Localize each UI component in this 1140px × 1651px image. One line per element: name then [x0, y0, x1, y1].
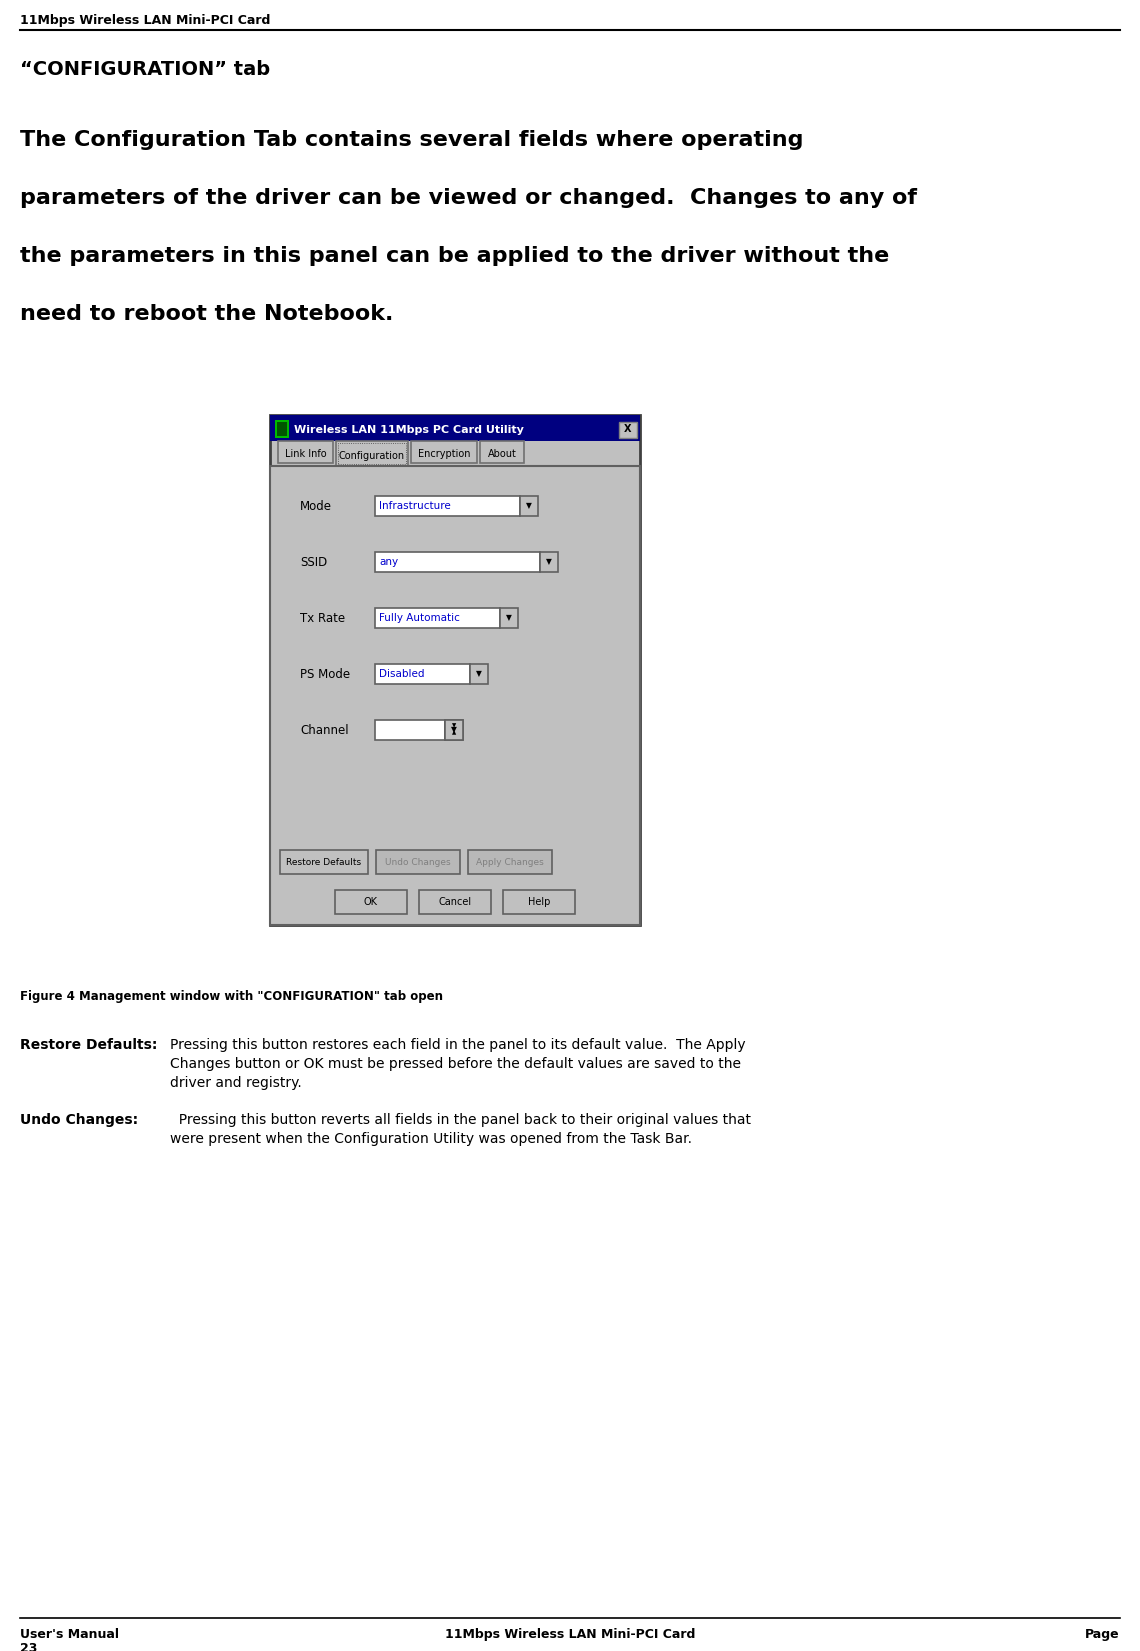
- Text: Undo Changes:: Undo Changes:: [21, 1113, 138, 1128]
- Text: Undo Changes: Undo Changes: [385, 857, 450, 867]
- Text: OK: OK: [364, 896, 378, 906]
- Bar: [619, 423, 637, 438]
- Text: Pressing this button reverts all fields in the panel back to their original valu: Pressing this button reverts all fields …: [170, 1113, 751, 1128]
- Bar: [375, 551, 540, 571]
- Text: driver and registry.: driver and registry.: [170, 1076, 302, 1090]
- Text: Help: Help: [528, 896, 551, 906]
- Bar: [280, 850, 368, 873]
- Text: Cancel: Cancel: [439, 896, 472, 906]
- Bar: [412, 441, 477, 462]
- Text: Restore Defaults: Restore Defaults: [286, 857, 361, 867]
- Text: need to reboot the Notebook.: need to reboot the Notebook.: [21, 304, 393, 324]
- Text: ▼: ▼: [451, 725, 457, 735]
- Bar: [420, 890, 491, 915]
- Bar: [503, 890, 575, 915]
- Text: PS Mode: PS Mode: [300, 667, 350, 680]
- Text: Figure 4 Management window with "CONFIGURATION" tab open: Figure 4 Management window with "CONFIGU…: [21, 991, 443, 1004]
- Text: the parameters in this panel can be applied to the driver without the: the parameters in this panel can be appl…: [21, 246, 889, 266]
- Bar: [469, 850, 552, 873]
- Bar: [520, 495, 538, 517]
- Text: Pressing this button restores each field in the panel to its default value.  The: Pressing this button restores each field…: [170, 1038, 746, 1052]
- Text: X: X: [625, 424, 632, 434]
- Text: were present when the Configuration Utility was opened from the Task Bar.: were present when the Configuration Util…: [170, 1133, 692, 1146]
- Text: About: About: [488, 449, 516, 459]
- Bar: [375, 664, 470, 684]
- Bar: [275, 419, 290, 438]
- Text: ▼: ▼: [546, 558, 552, 566]
- Text: ▼: ▼: [506, 614, 512, 622]
- Bar: [445, 720, 463, 740]
- Bar: [375, 720, 445, 740]
- Bar: [445, 720, 463, 740]
- Bar: [270, 414, 640, 441]
- Text: parameters of the driver can be viewed or changed.  Changes to any of: parameters of the driver can be viewed o…: [21, 188, 917, 208]
- Bar: [336, 441, 408, 466]
- Text: Changes button or OK must be pressed before the default values are saved to the: Changes button or OK must be pressed bef…: [170, 1057, 741, 1071]
- Text: Encryption: Encryption: [417, 449, 471, 459]
- Bar: [278, 441, 333, 462]
- Text: ▼: ▼: [526, 502, 532, 510]
- Text: “CONFIGURATION” tab: “CONFIGURATION” tab: [21, 59, 270, 79]
- Bar: [375, 495, 520, 517]
- Bar: [375, 608, 500, 627]
- Text: Apply Changes: Apply Changes: [477, 857, 544, 867]
- Text: Tx Rate: Tx Rate: [300, 611, 345, 624]
- Text: ▲: ▲: [451, 730, 456, 735]
- Text: Infrastructure: Infrastructure: [378, 500, 450, 512]
- Text: User's Manual: User's Manual: [21, 1628, 119, 1641]
- Text: Page: Page: [1085, 1628, 1119, 1641]
- Bar: [270, 414, 640, 925]
- Bar: [500, 608, 518, 627]
- Bar: [540, 551, 557, 571]
- Text: SSID: SSID: [300, 555, 327, 568]
- Text: 11Mbps Wireless LAN Mini-PCI Card: 11Mbps Wireless LAN Mini-PCI Card: [21, 13, 270, 26]
- Text: ▼: ▼: [451, 723, 456, 728]
- Text: Channel: Channel: [300, 723, 349, 736]
- Text: ▼: ▼: [477, 670, 482, 679]
- Bar: [277, 423, 287, 436]
- Bar: [480, 441, 524, 462]
- Text: any: any: [378, 556, 398, 566]
- Text: Configuration: Configuration: [339, 451, 405, 461]
- Bar: [376, 850, 461, 873]
- Text: Disabled: Disabled: [378, 669, 424, 679]
- Bar: [337, 442, 406, 464]
- Text: 23: 23: [21, 1643, 38, 1651]
- Text: 11Mbps Wireless LAN Mini-PCI Card: 11Mbps Wireless LAN Mini-PCI Card: [445, 1628, 695, 1641]
- Bar: [335, 890, 407, 915]
- Bar: [470, 664, 488, 684]
- Text: Wireless LAN 11Mbps PC Card Utility: Wireless LAN 11Mbps PC Card Utility: [294, 424, 524, 434]
- Bar: [270, 466, 640, 925]
- Text: Fully Automatic: Fully Automatic: [378, 613, 459, 622]
- Text: Link Info: Link Info: [285, 449, 326, 459]
- Text: The Configuration Tab contains several fields where operating: The Configuration Tab contains several f…: [21, 130, 804, 150]
- Text: Mode: Mode: [300, 500, 332, 512]
- Text: Restore Defaults:: Restore Defaults:: [21, 1038, 157, 1052]
